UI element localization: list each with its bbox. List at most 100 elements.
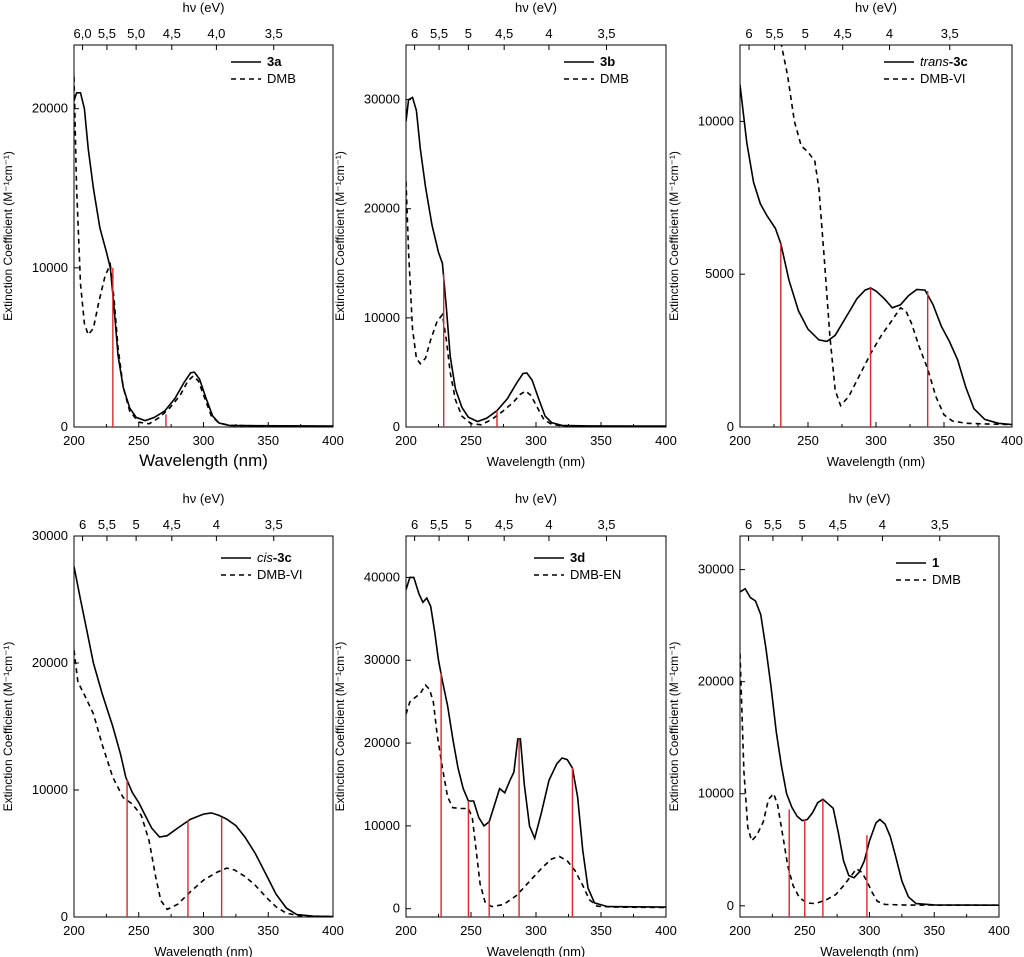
- x-tick-label: 300: [865, 433, 887, 448]
- legend-label: DMB: [600, 71, 629, 86]
- y-tick-label: 10000: [32, 782, 68, 797]
- x-tick-label: 200: [63, 433, 85, 448]
- legend-text: DMB: [600, 71, 629, 86]
- x-tick-label: 400: [655, 923, 677, 938]
- y-axis-title: Extinction Coefficient (M⁻¹cm⁻¹): [667, 151, 681, 321]
- y-tick-label: 20000: [364, 201, 400, 216]
- legend-text: DMB-VI: [920, 71, 966, 86]
- y-tick-label: 20000: [32, 101, 68, 116]
- legend-label: DMB-VI: [257, 567, 303, 582]
- plot-frame: [405, 535, 667, 918]
- y-tick-label: 30000: [364, 92, 400, 107]
- y-tick-label: 30000: [364, 652, 400, 667]
- x-tick-label: 350: [590, 433, 612, 448]
- top-tick-label: 5: [465, 26, 472, 41]
- chart-panel-cis-3c: 200 250 300 350 400 0 10000 20000 30000 6 5,5 5 4,5 4…: [1, 491, 344, 957]
- y-tick-label: 10000: [364, 310, 400, 325]
- solid-series-line: [406, 576, 666, 908]
- x-tick-label: 350: [257, 923, 279, 938]
- legend-label: 1: [932, 555, 939, 570]
- top-tick-label: 3,5: [265, 517, 283, 532]
- y-tick-label: 0: [393, 901, 400, 916]
- top-tick-label: 4,5: [495, 517, 513, 532]
- y-tick-label: 10000: [698, 786, 734, 801]
- legend-label: DMB-EN: [570, 567, 621, 582]
- x-tick-label: 300: [859, 923, 881, 938]
- x-tick-label: 200: [395, 923, 417, 938]
- y-tick-label: 30000: [698, 562, 734, 577]
- y-tick-label: 0: [61, 909, 68, 924]
- top-axis-title: hν (eV): [515, 0, 557, 15]
- y-axis-title: Extinction Coefficient (M⁻¹cm⁻¹): [333, 151, 347, 321]
- top-tick-label: 6: [79, 517, 86, 532]
- top-tick-label: 5: [465, 517, 472, 532]
- x-tick-label: 350: [257, 433, 279, 448]
- legend-text: DMB-VI: [257, 567, 303, 582]
- y-tick-label: 10000: [32, 260, 68, 275]
- x-axis-title: Wavelength (nm): [487, 454, 586, 469]
- legend-bold: 3d: [570, 550, 585, 565]
- top-tick-label: 5: [133, 517, 140, 532]
- top-tick-label: 3,5: [931, 517, 949, 532]
- top-tick-label: 3,5: [597, 26, 615, 41]
- top-tick-label: 5,5: [98, 517, 116, 532]
- x-tick-label: 300: [193, 433, 215, 448]
- y-tick-label: 10000: [698, 113, 734, 128]
- x-tick-label: 250: [797, 433, 819, 448]
- top-axis-title: hν (eV): [183, 491, 225, 506]
- dashed-series-line: [74, 76, 333, 427]
- x-tick-label: 400: [322, 433, 344, 448]
- legend-label: DMB-VI: [920, 71, 966, 86]
- x-tick-label: 350: [590, 923, 612, 938]
- y-tick-label: 0: [727, 898, 734, 913]
- chart-panel-trans-3c: 200 250 300 350 400 0 5000 10000 6 5,5 5 4,5 4 3,5 hν …: [667, 0, 1023, 469]
- top-tick-label: 3,5: [941, 26, 959, 41]
- legend-italic: cis: [257, 550, 273, 565]
- legend-text: DMB-EN: [570, 567, 621, 582]
- x-tick-label: 250: [794, 923, 816, 938]
- top-tick-label: 4,5: [834, 26, 852, 41]
- legend-label: cis-3c: [257, 550, 292, 565]
- top-tick-label: 3,5: [597, 517, 615, 532]
- top-tick-label: 5: [799, 517, 806, 532]
- top-tick-label: 5,5: [766, 26, 784, 41]
- x-tick-label: 400: [322, 923, 344, 938]
- dashed-series-line: [406, 181, 666, 427]
- y-axis-title: Extinction Coefficient (M⁻¹cm⁻¹): [333, 642, 347, 812]
- x-axis-title: Wavelength (nm): [487, 944, 586, 957]
- legend-label: 3a: [267, 54, 282, 69]
- top-tick-label: 5,5: [430, 26, 448, 41]
- top-axis-title: hν (eV): [515, 491, 557, 506]
- top-tick-label: 4,5: [829, 517, 847, 532]
- top-tick-label: 5,5: [98, 26, 116, 41]
- y-axis-title: Extinction Coefficient (M⁻¹cm⁻¹): [1, 642, 15, 812]
- x-tick-label: 350: [933, 433, 955, 448]
- x-axis-title: Wavelength (nm): [154, 944, 253, 957]
- dashed-series-line: [780, 45, 1012, 426]
- top-axis-title: hν (eV): [855, 0, 897, 15]
- legend-bold: 3b: [600, 54, 615, 69]
- top-tick-label: 6: [745, 517, 752, 532]
- legend-text: DMB: [932, 572, 961, 587]
- legend-text: DMB: [267, 71, 296, 86]
- chart-panel-3d: 200 250 300 350 400 0 10000 20000 30000 40000 6 5,5…: [333, 491, 677, 957]
- top-tick-label: 4,5: [163, 26, 181, 41]
- y-tick-label: 20000: [364, 735, 400, 750]
- x-axis-title: Wavelength (nm): [827, 454, 926, 469]
- y-tick-label: 5000: [705, 266, 734, 281]
- top-tick-label: 4,0: [207, 26, 225, 41]
- x-tick-label: 200: [729, 923, 751, 938]
- dashed-series-line: [74, 650, 333, 917]
- top-tick-label: 4,5: [163, 517, 181, 532]
- top-tick-label: 6,0: [74, 26, 92, 41]
- x-tick-label: 250: [128, 923, 150, 938]
- x-tick-label: 400: [988, 923, 1010, 938]
- legend-label: 3d: [570, 550, 585, 565]
- x-tick-label: 400: [655, 433, 677, 448]
- y-tick-label: 30000: [32, 528, 68, 543]
- dashed-series-line: [406, 683, 666, 909]
- chart-panel-1: 200 250 300 350 400 0 10000 20000 30000 6 5,5 5 4,5 4…: [667, 491, 1010, 957]
- x-axis-title: Wavelength (nm): [820, 944, 919, 957]
- top-axis-title: hν (eV): [183, 0, 225, 15]
- top-tick-label: 6: [411, 517, 418, 532]
